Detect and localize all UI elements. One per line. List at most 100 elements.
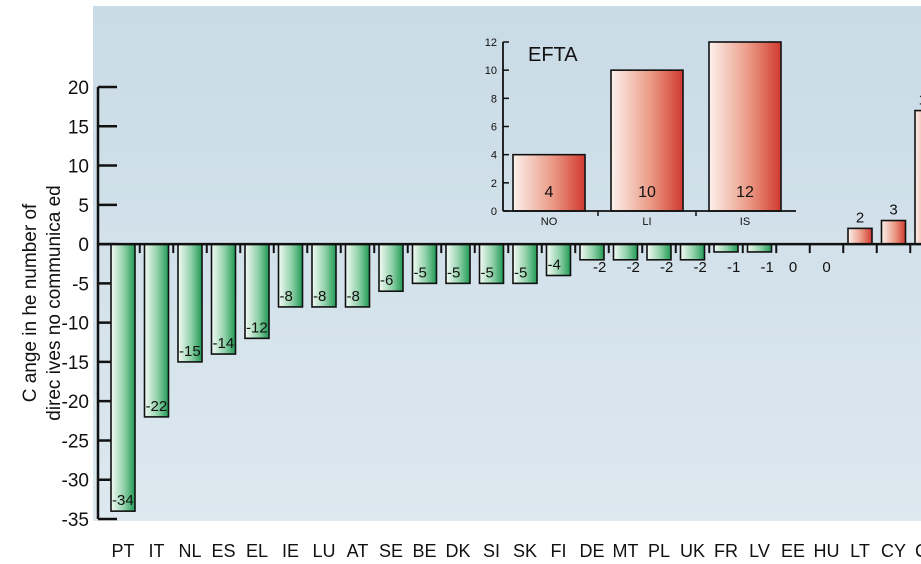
- inset-y-tick-label: 6: [491, 122, 497, 134]
- x-tick-label: DK: [445, 541, 470, 561]
- data-label: -12: [246, 319, 268, 336]
- data-label: 0: [789, 259, 797, 276]
- y-tick-label: -15: [62, 353, 89, 374]
- y-tick-label: 20: [68, 78, 89, 99]
- x-tick-label: DE: [579, 541, 604, 561]
- bar: [914, 109, 921, 245]
- x-tick-label: FI: [551, 541, 567, 561]
- x-tick-label: SE: [379, 541, 403, 561]
- inset-bar: [708, 41, 782, 212]
- data-label: -2: [694, 259, 707, 276]
- bar: [210, 243, 237, 355]
- data-label: -1: [761, 259, 774, 276]
- main-y-axis: 20 15 10 5 0 -5 -10 -15 -20 -25 -30 -35: [62, 78, 117, 531]
- data-label: -5: [514, 264, 527, 281]
- inset-bars: 4 10 12: [512, 41, 782, 212]
- data-label: -6: [380, 272, 393, 289]
- bar: [344, 243, 371, 308]
- y-tick-label: 10: [68, 157, 89, 178]
- x-tick-label: HU: [814, 541, 840, 561]
- x-tick-label: NL: [178, 541, 201, 561]
- bar: [847, 227, 873, 245]
- y-tick-label: 5: [78, 196, 89, 217]
- data-label: -2: [627, 259, 640, 276]
- y-tick-label: -10: [62, 314, 89, 335]
- main-bars: -34-22-15 -14-12-8 -8 -8-6 -5 -5 -5 -5 -4 -2 -2 -2-…: [110, 92, 921, 512]
- data-label: 3: [889, 202, 897, 219]
- y-tick-label: 15: [68, 117, 89, 138]
- x-tick-label: SI: [483, 541, 500, 561]
- bar: [679, 243, 706, 261]
- y-tick-label: 0: [78, 235, 89, 256]
- bar: [110, 243, 136, 512]
- x-tick-label: LT: [850, 541, 870, 561]
- data-label: -34: [112, 492, 134, 509]
- y-tick-label: -5: [72, 274, 89, 295]
- data-label: -8: [347, 288, 360, 305]
- data-label: -14: [213, 335, 235, 352]
- x-tick-label: FR: [714, 541, 738, 561]
- bar: [646, 243, 672, 261]
- data-label: -5: [447, 264, 460, 281]
- y-tick-label: -20: [62, 392, 89, 413]
- data-label: 0: [822, 259, 830, 276]
- bar: [880, 219, 907, 245]
- x-tick-label: PL: [648, 541, 670, 561]
- data-label: -1: [727, 259, 740, 276]
- y-tick-label: -25: [62, 431, 89, 452]
- y-axis-title-line-1: C ange in he number of: [20, 203, 41, 402]
- inset-data-label: 4: [545, 184, 554, 201]
- x-tick-label: ES: [211, 541, 235, 561]
- data-label: -15: [179, 343, 201, 360]
- data-label: -4: [548, 257, 561, 274]
- x-tick-label: AT: [347, 541, 369, 561]
- data-label: -5: [481, 264, 494, 281]
- inset-x-tick-label: IS: [740, 216, 750, 228]
- inset-y-axis: 0 2 4 6 8 10 12: [485, 37, 509, 218]
- x-tick-label: CZ: [915, 541, 921, 561]
- bar: [411, 243, 438, 285]
- bar: [612, 243, 639, 261]
- x-tick-label: IE: [282, 541, 299, 561]
- inset-y-tick-label: 4: [491, 150, 497, 162]
- inset-data-label: 12: [736, 184, 754, 201]
- inset-y-tick-label: 10: [485, 65, 497, 77]
- bar: [244, 243, 270, 340]
- x-tick-label: UK: [680, 541, 705, 561]
- y-tick-label: -35: [62, 510, 89, 531]
- data-label: -2: [660, 259, 673, 276]
- bar: [579, 243, 605, 261]
- y-axis-title-line-2: direc ives no communica ed: [44, 185, 65, 421]
- x-tick-label: IT: [149, 541, 165, 561]
- x-tick-label: PT: [111, 541, 134, 561]
- bar: [177, 243, 203, 363]
- x-tick-label: EL: [246, 541, 268, 561]
- bar: [277, 243, 304, 308]
- x-tick-label: EE: [781, 541, 805, 561]
- x-tick-label: LU: [312, 541, 335, 561]
- inset-data-label: 10: [638, 184, 656, 201]
- x-tick-label: MT: [613, 541, 639, 561]
- inset-title: EFTA: [528, 44, 578, 66]
- bar: [143, 243, 170, 418]
- main-chart: C ange in he number of direc ives no com…: [20, 78, 921, 561]
- x-tick-label: CY: [881, 541, 906, 561]
- efta-inset-chart: EFTA 0 2 4 6 8 10 12 4 10 12 NO LI IS: [485, 37, 796, 228]
- x-tick-label: SK: [513, 541, 537, 561]
- data-label: -22: [146, 398, 168, 415]
- data-label: -5: [414, 264, 427, 281]
- inset-y-tick-label: 0: [491, 206, 497, 218]
- data-label: -8: [313, 288, 326, 305]
- inset-x-tick-label: LI: [642, 216, 651, 228]
- x-tick-label: BE: [412, 541, 436, 561]
- main-x-axis: PT IT NL ES EL IE LU AT SE BE DK SI SK FI DE MT PL UK FR LV…: [98, 242, 921, 561]
- inset-x-axis: NO LI IS: [503, 210, 796, 228]
- data-label: -2: [593, 259, 606, 276]
- bar: [311, 243, 337, 308]
- x-tick-label: LV: [749, 541, 770, 561]
- inset-bar: [512, 153, 586, 212]
- data-label: -8: [280, 288, 293, 305]
- y-tick-label: -30: [62, 471, 89, 492]
- data-label: 2: [856, 209, 864, 226]
